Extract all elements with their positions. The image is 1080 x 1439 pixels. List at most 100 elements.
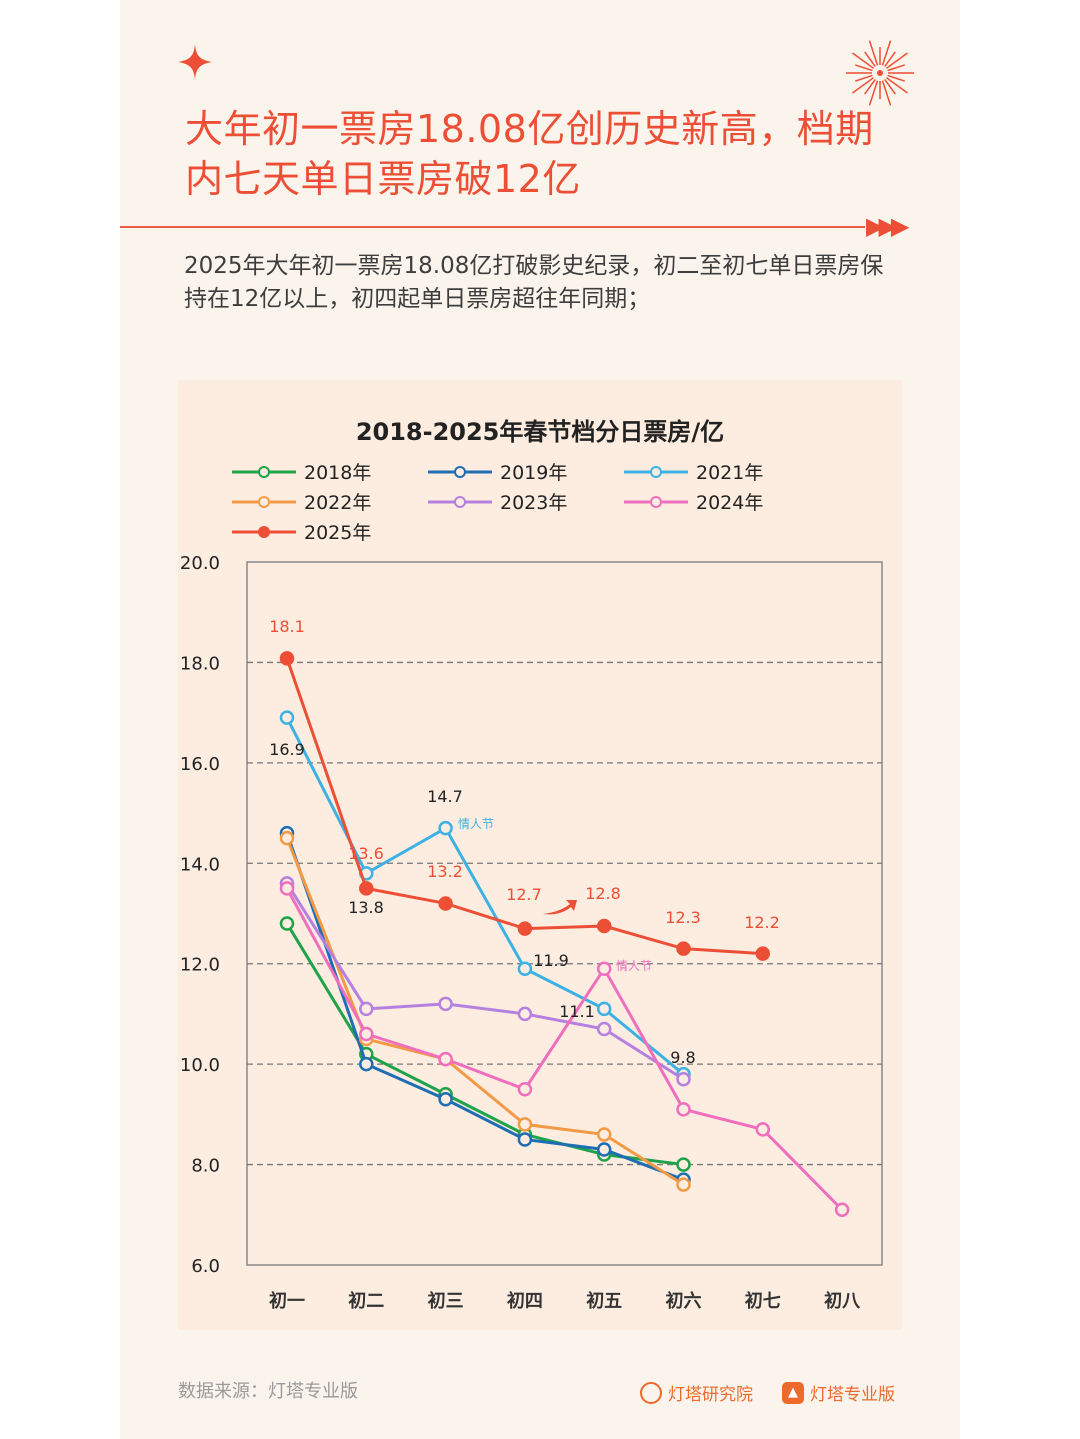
legend-marker — [454, 496, 466, 508]
data-point — [517, 1117, 533, 1132]
logo-research-text: 灯塔研究院 — [668, 1385, 753, 1405]
data-point — [517, 1132, 533, 1147]
data-point — [359, 1026, 374, 1042]
data-point — [279, 830, 295, 846]
series-line-2022年 — [285, 837, 685, 1186]
y-tick-label: 20.0 — [180, 553, 220, 574]
x-tick-label: 初五 — [586, 1290, 622, 1312]
data-point — [517, 1082, 533, 1097]
plot-frame — [246, 561, 883, 1266]
y-tick-label: 16.0 — [180, 754, 220, 775]
firework-icon — [846, 40, 914, 106]
data-label: 12.3 — [665, 908, 701, 927]
data-point — [438, 1051, 453, 1067]
data-point — [596, 1142, 612, 1157]
data-point — [517, 1006, 533, 1022]
data-point — [755, 946, 771, 961]
data-point — [359, 881, 374, 896]
legend-label: 2021年 — [696, 462, 763, 484]
data-point — [279, 710, 295, 725]
data-label: 13.8 — [348, 898, 384, 917]
legend-marker — [258, 466, 270, 478]
data-point — [279, 916, 295, 931]
legend-label: 2023年 — [500, 492, 567, 514]
trend-arrow-icon — [543, 900, 577, 915]
x-tick-label: 初八 — [824, 1290, 861, 1312]
data-point — [517, 921, 533, 936]
logo-pro-text: 灯塔专业版 — [810, 1385, 895, 1405]
lighthouse-search-icon — [640, 1381, 662, 1404]
x-tick-label: 初二 — [348, 1290, 384, 1312]
y-tick-label: 10.0 — [180, 1055, 220, 1076]
y-tick-label: 12.0 — [180, 955, 220, 976]
data-point — [438, 820, 453, 836]
legend-marker — [650, 466, 662, 478]
legend-marker — [258, 496, 270, 508]
data-label: 12.8 — [585, 884, 621, 903]
data-point — [279, 651, 295, 666]
data-label: 13.6 — [348, 844, 384, 863]
data-source: 数据来源：灯塔专业版 — [178, 1381, 358, 1402]
data-point — [438, 1092, 453, 1107]
data-point — [438, 996, 453, 1012]
chart-title: 2018-2025年春节档分日票房/亿 — [356, 418, 724, 446]
legend-label: 2025年 — [304, 522, 371, 544]
x-tick-label: 初一 — [269, 1290, 305, 1312]
data-point — [596, 1001, 612, 1017]
data-point — [676, 1177, 691, 1192]
data-point — [438, 896, 453, 911]
data-label: 16.9 — [269, 740, 305, 759]
data-point — [596, 1021, 612, 1037]
data-point — [676, 941, 691, 956]
page-subtitle: 2025年大年初一票房18.08亿打破影史纪录，初二至初七单日票房保持在12亿以… — [184, 253, 884, 312]
legend-label: 2019年 — [500, 462, 567, 484]
logo-research: 灯塔研究院 — [640, 1380, 753, 1405]
annotation-label: 情人节 — [616, 959, 652, 973]
data-point — [676, 1071, 691, 1087]
data-point — [676, 1102, 691, 1117]
y-tick-label: 14.0 — [180, 854, 220, 875]
data-label: 11.1 — [559, 1002, 595, 1021]
data-label: 14.7 — [427, 787, 463, 806]
series-line-2024年 — [285, 887, 844, 1211]
series-line-2018年 — [285, 922, 684, 1167]
data-point — [359, 1001, 374, 1017]
chart-panel — [178, 380, 902, 1330]
data-label: 18.1 — [269, 617, 305, 636]
lighthouse-icon: ▲ — [782, 1381, 804, 1404]
data-point — [596, 1127, 612, 1142]
legend-label: 2022年 — [304, 492, 371, 514]
y-tick-label: 8.0 — [191, 1156, 220, 1177]
x-tick-label: 初六 — [666, 1290, 702, 1312]
data-point — [596, 918, 612, 934]
data-point — [517, 961, 533, 976]
data-point — [755, 1122, 771, 1137]
data-label: 11.9 — [533, 951, 569, 970]
legend-marker — [650, 496, 662, 508]
x-tick-label: 初三 — [428, 1290, 464, 1312]
data-point — [359, 1056, 374, 1072]
x-tick-label: 初四 — [507, 1290, 543, 1312]
series-line-2023年 — [285, 882, 685, 1081]
data-label: 12.7 — [506, 885, 542, 904]
data-label: 12.2 — [744, 913, 780, 932]
data-label: 9.8 — [670, 1048, 695, 1067]
data-point — [834, 1202, 850, 1218]
data-point — [596, 961, 612, 976]
series-line-2019年 — [285, 832, 685, 1182]
divider — [120, 226, 865, 228]
data-point — [279, 881, 295, 896]
page-title: 大年初一票房18.08亿创历史新高，档期内七天单日票房破12亿 — [185, 107, 874, 201]
triple-arrow-icon: ▶▶▶ — [866, 212, 909, 240]
x-tick-label: 初七 — [745, 1290, 781, 1312]
data-label: 13.2 — [427, 862, 463, 881]
y-tick-label: 6.0 — [191, 1256, 220, 1277]
sparkle-icon — [178, 44, 212, 80]
annotation-label: 情人节 — [458, 817, 494, 831]
legend-label: 2024年 — [696, 492, 763, 514]
legend-marker — [258, 526, 270, 538]
legend-label: 2018年 — [304, 462, 371, 484]
y-tick-label: 18.0 — [180, 653, 220, 674]
legend-marker — [454, 466, 466, 478]
